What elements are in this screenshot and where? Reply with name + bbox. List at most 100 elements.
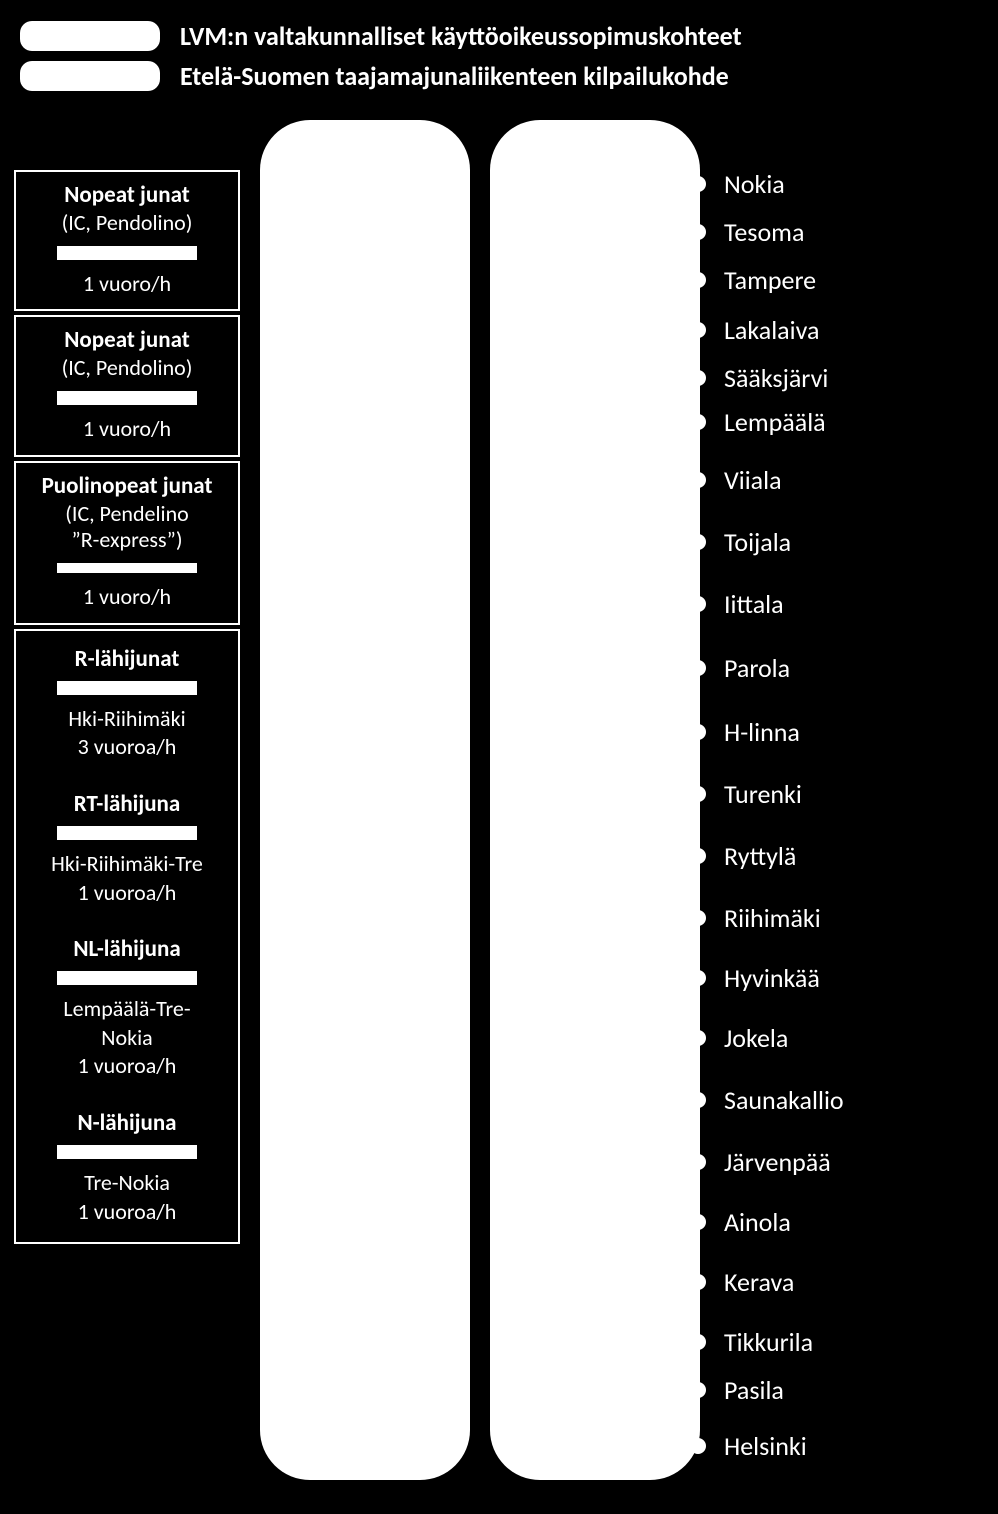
- station-label: Tesoma: [724, 216, 804, 248]
- station-row: Turenki: [698, 778, 802, 810]
- station-row: Nokia: [698, 168, 785, 200]
- track-right: [490, 120, 700, 1480]
- panel-title: Puolinopeat junat: [22, 473, 232, 501]
- local-freq: 1 vuoroa/h: [22, 879, 232, 908]
- station-row: Hyvinkää: [698, 962, 820, 994]
- legend-swatch-2: [20, 61, 160, 91]
- station-row: Pasila: [698, 1374, 784, 1406]
- station-row: Riihimäki: [698, 902, 821, 934]
- local-route: Lempäälä-Tre-: [22, 995, 232, 1024]
- station-row: Jokela: [698, 1022, 788, 1054]
- local-title: NL-lähijuna: [22, 935, 232, 963]
- station-dot: [690, 1382, 706, 1398]
- local-route: Nokia: [22, 1024, 232, 1053]
- local-group-r: R-lähijunat Hki-Riihimäki 3 vuoroa/h: [22, 645, 232, 762]
- station-row: Kerava: [698, 1266, 794, 1298]
- station-row: Lempäälä: [698, 406, 826, 438]
- station-label: H-linna: [724, 716, 800, 748]
- station-dot: [690, 596, 706, 612]
- local-title: N-lähijuna: [22, 1109, 232, 1137]
- panel-local-trains: R-lähijunat Hki-Riihimäki 3 vuoroa/h RT-…: [14, 629, 240, 1244]
- panel-sub: (IC, Pendolino): [22, 210, 232, 236]
- station-dot: [690, 322, 706, 338]
- station-label: Viiala: [724, 464, 782, 496]
- station-dot: [690, 970, 706, 986]
- local-freq: 3 vuoroa/h: [22, 733, 232, 762]
- panel-title: Nopeat junat: [22, 182, 232, 210]
- service-panels: Nopeat junat (IC, Pendolino) 1 vuoro/h N…: [14, 170, 240, 1244]
- panel-freq: 1 vuoro/h: [22, 583, 232, 611]
- panel-bar: [57, 246, 197, 260]
- station-row: Tesoma: [698, 216, 804, 248]
- local-title: RT-lähijuna: [22, 790, 232, 818]
- station-dot: [690, 1438, 706, 1454]
- station-row: Iittala: [698, 588, 784, 620]
- panel-semifast: Puolinopeat junat (IC, Pendelino ”R-expr…: [14, 461, 240, 625]
- panel-freq: 1 vuoro/h: [22, 415, 232, 443]
- panel-title: Nopeat junat: [22, 327, 232, 355]
- station-dot: [690, 786, 706, 802]
- station-row: Parola: [698, 652, 790, 684]
- local-freq: 1 vuoroa/h: [22, 1198, 232, 1227]
- station-label: Turenki: [724, 778, 802, 810]
- station-label: Riihimäki: [724, 902, 821, 934]
- panel-sub: ”R-express”): [22, 527, 232, 553]
- station-row: Tikkurila: [698, 1326, 813, 1358]
- station-label: Iittala: [724, 588, 784, 620]
- station-row: Tampere: [698, 264, 816, 296]
- station-row: Toijala: [698, 526, 791, 558]
- station-row: Järvenpää: [698, 1146, 831, 1178]
- station-label: Kerava: [724, 1266, 794, 1298]
- local-title: R-lähijunat: [22, 645, 232, 673]
- station-dot: [690, 724, 706, 740]
- local-route: Hki-Riihimäki-Tre: [22, 850, 232, 879]
- station-dot: [690, 1214, 706, 1230]
- station-row: Helsinki: [698, 1430, 807, 1462]
- station-row: H-linna: [698, 716, 800, 748]
- station-row: Viiala: [698, 464, 782, 496]
- panel-bar: [57, 971, 197, 985]
- local-group-nl: NL-lähijuna Lempäälä-Tre- Nokia 1 vuoroa…: [22, 935, 232, 1081]
- panel-bar: [57, 391, 197, 405]
- station-label: Saunakallio: [724, 1084, 844, 1116]
- station-label: Nokia: [724, 168, 785, 200]
- station-row: Ryttylä: [698, 840, 796, 872]
- panel-fast-1: Nopeat junat (IC, Pendolino) 1 vuoro/h: [14, 170, 240, 311]
- station-label: Ainola: [724, 1206, 791, 1238]
- station-dot: [690, 660, 706, 676]
- station-label: Toijala: [724, 526, 791, 558]
- station-dot: [690, 1154, 706, 1170]
- panel-sub: (IC, Pendelino: [22, 501, 232, 527]
- station-row: Lakalaiva: [698, 314, 819, 346]
- panel-bar: [57, 1145, 197, 1159]
- track-left: [260, 120, 470, 1480]
- station-label: Sääksjärvi: [724, 362, 828, 394]
- local-group-n: N-lähijuna Tre-Nokia 1 vuoroa/h: [22, 1109, 232, 1226]
- station-dot: [690, 414, 706, 430]
- panel-bar: [57, 563, 197, 573]
- track-diagram: [260, 120, 700, 1480]
- station-dot: [690, 472, 706, 488]
- station-dot: [690, 534, 706, 550]
- station-dot: [690, 370, 706, 386]
- local-route: Tre-Nokia: [22, 1169, 232, 1198]
- station-dot: [690, 1030, 706, 1046]
- station-label: Ryttylä: [724, 840, 796, 872]
- station-dot: [690, 910, 706, 926]
- station-label: Tampere: [724, 264, 816, 296]
- station-label: Järvenpää: [724, 1146, 831, 1178]
- station-label: Lempäälä: [724, 406, 826, 438]
- station-label: Tikkurila: [724, 1326, 813, 1358]
- panel-sub: (IC, Pendolino): [22, 355, 232, 381]
- station-dot: [690, 224, 706, 240]
- station-dot: [690, 176, 706, 192]
- legend: LVM:n valtakunnalliset käyttöoikeussopim…: [20, 20, 978, 100]
- station-label: Lakalaiva: [724, 314, 819, 346]
- panel-fast-2: Nopeat junat (IC, Pendolino) 1 vuoro/h: [14, 315, 240, 456]
- local-freq: 1 vuoroa/h: [22, 1052, 232, 1081]
- station-row: Saunakallio: [698, 1084, 844, 1116]
- station-dot: [690, 1092, 706, 1108]
- station-row: Sääksjärvi: [698, 362, 828, 394]
- station-label: Helsinki: [724, 1430, 807, 1462]
- panel-bar: [57, 681, 197, 695]
